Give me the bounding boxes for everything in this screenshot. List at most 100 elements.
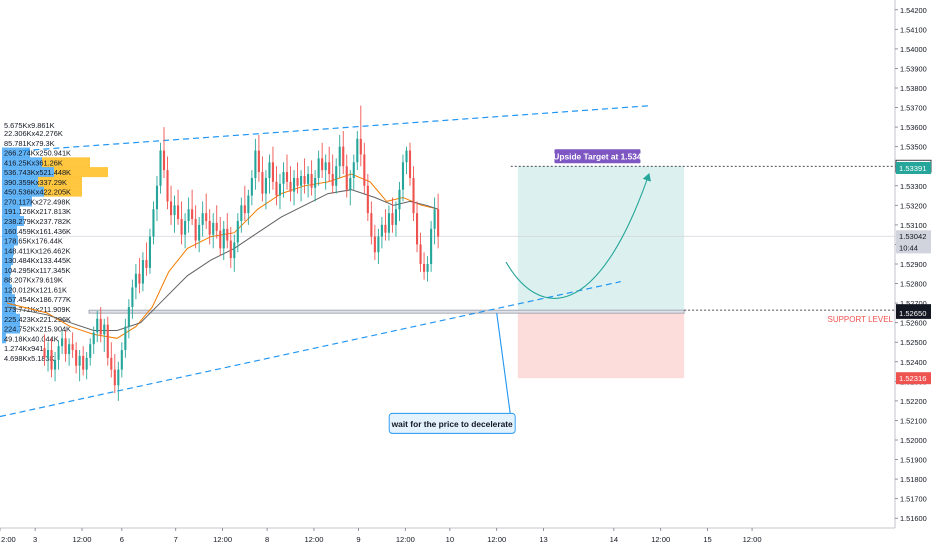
price-tick-label: 1.52200	[900, 397, 927, 406]
candle-body	[433, 209, 436, 229]
profile-bar-buy	[2, 303, 16, 314]
profile-label: 120.012Kx121.61K	[4, 285, 67, 294]
annotations: Upside Target at 1.534 wait for the price…	[388, 149, 651, 434]
time-tick-label: 6	[120, 535, 124, 544]
time-axis-background	[0, 528, 895, 550]
candle-body	[426, 264, 429, 272]
candle-body	[141, 260, 144, 284]
projection-arrow	[505, 173, 651, 299]
price-tag-label: 10:44	[899, 243, 918, 252]
upper-channel-line	[23, 105, 652, 152]
candle-body	[380, 224, 383, 237]
candle-body	[127, 307, 130, 327]
profile-label: 450.536Kx422.205K	[4, 188, 71, 197]
profit-zone	[517, 166, 685, 311]
profile-label: 148.411Kx126.462K	[4, 246, 71, 255]
candle-body	[226, 228, 229, 241]
candle-body	[106, 324, 109, 358]
profile-label: 270.117Kx272.498K	[4, 197, 71, 206]
profile-bar-buy	[2, 274, 10, 285]
time-axis[interactable]: 2:00 3 12:00 6 7 12:00 8 12:00 9 12:00 10 12:00 13 14…	[0, 527, 895, 550]
lower-channel-line	[0, 281, 622, 418]
price-tick-label: 1.52900	[900, 260, 927, 269]
candle-body	[50, 350, 53, 370]
candle-body	[289, 181, 292, 192]
price-tick-label: 1.52000	[900, 436, 927, 445]
price-tick-label: 1.52400	[900, 358, 927, 367]
profile-label: 224.752Kx215.904K	[4, 325, 71, 334]
price-tick-label: 1.51600	[900, 514, 927, 523]
profile-bar-buy	[2, 215, 24, 226]
profile-bar-buy	[2, 206, 20, 217]
candle-body	[419, 244, 422, 264]
candle-body	[296, 177, 299, 186]
candle-body	[169, 201, 173, 216]
candle-body	[145, 260, 148, 268]
candle-body	[282, 172, 285, 184]
profile-label: 22.306Kx42.276K	[4, 129, 63, 138]
profile-bar-buy	[2, 255, 13, 266]
candle-body	[261, 172, 264, 194]
profile-bar-buy	[2, 176, 38, 187]
support-level-label: SUPPORT LEVEL	[827, 315, 893, 324]
candle-body	[85, 357, 88, 370]
candle-body	[271, 162, 275, 182]
candle-body	[430, 228, 433, 264]
price-tick-label: 1.52100	[900, 416, 927, 425]
time-tick-label: 13	[539, 535, 547, 544]
target-label-box	[554, 149, 641, 164]
candle-body	[412, 177, 415, 214]
candle-body	[177, 205, 180, 220]
candle-body	[398, 189, 401, 210]
profile-label: 416.25Kx361.26K	[4, 158, 63, 167]
candles	[43, 105, 440, 401]
candle-body	[159, 150, 162, 186]
candle-body	[415, 213, 419, 245]
profile-bar-sell	[44, 186, 82, 197]
profile-label: 536.743Kx521.448K	[4, 168, 71, 177]
candle-body	[162, 150, 166, 171]
price-tick-label: 1.54100	[900, 25, 927, 34]
time-tick-label: 3	[33, 535, 37, 544]
callout-box	[388, 412, 516, 434]
candle-body	[155, 185, 159, 210]
price-tick-label: 1.52800	[900, 280, 927, 289]
profile-bar-buy	[2, 264, 11, 275]
price-tag	[896, 230, 931, 243]
profile-label: 173.771Kx211.909K	[4, 305, 71, 314]
candle-body	[99, 318, 102, 335]
candle-body	[257, 150, 260, 173]
price-tick-label: 1.51800	[900, 475, 927, 484]
profile-label: 49.18Kx40.044K	[4, 334, 59, 343]
price-tick-label: 1.51700	[900, 495, 927, 504]
profile-label: 238.279Kx237.782K	[4, 217, 71, 226]
price-tick-label: 1.53700	[900, 104, 927, 113]
candle-body	[328, 162, 331, 175]
candle-body	[82, 355, 85, 370]
candle-body	[212, 222, 215, 235]
price-tick-label: 1.54200	[900, 6, 927, 15]
candle-body	[370, 213, 373, 237]
profile-bar-buy	[2, 245, 14, 256]
profile-bar-buy	[2, 157, 42, 168]
candle-body	[321, 158, 324, 171]
price-axis-background	[895, 0, 932, 550]
support-zone	[88, 309, 685, 314]
price-axis[interactable]: 1.54200 1.54100 1.54000 1.53900 1.53800 1.537…	[894, 0, 932, 550]
profile-bar-buy	[2, 147, 30, 158]
candle-body	[215, 222, 218, 231]
candle-body	[335, 166, 338, 186]
candle-body	[373, 236, 376, 253]
time-tick-label: 2:00	[1, 535, 16, 544]
price-tick-label: 1.52500	[900, 338, 927, 347]
price-tick-label: 1.53500	[900, 143, 927, 152]
candle-body	[254, 150, 257, 178]
profile-label: 1.274Kx941	[4, 344, 43, 353]
price-tag-label: 1.52650	[899, 309, 926, 318]
candle-body	[152, 209, 155, 237]
profile-label: 4.698Kx5.183K	[4, 354, 55, 363]
candle-body	[394, 209, 398, 225]
price-tick-label: 1.53200	[900, 201, 927, 210]
